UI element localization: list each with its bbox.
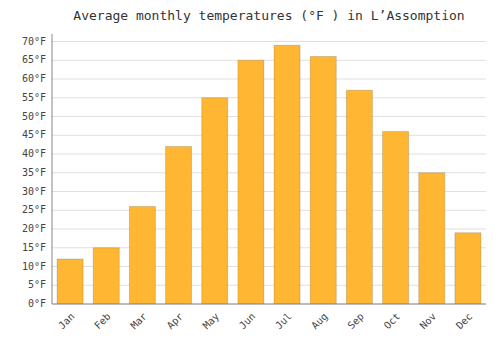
y-tick-label: 40°F <box>22 148 46 159</box>
grid <box>52 42 486 305</box>
x-tick-label: Jun <box>237 311 258 332</box>
grid-line <box>52 116 486 117</box>
grid-line <box>52 41 486 42</box>
bar <box>93 248 119 304</box>
grid-line <box>52 154 486 155</box>
bar <box>383 132 409 305</box>
x-axis-line <box>52 304 486 305</box>
x-tick-labels: Jan Feb Mar Apr May Jun Jul Aug Sep Oct Nov Dec <box>56 311 474 332</box>
y-tick-label: 20°F <box>22 223 46 234</box>
bar <box>166 147 192 305</box>
x-tick-label: Oct <box>382 311 403 332</box>
grid-line <box>52 79 486 80</box>
y-tick-label: 50°F <box>22 111 46 122</box>
y-tick-label: 15°F <box>22 242 46 253</box>
bars <box>57 45 481 304</box>
bar <box>346 90 372 304</box>
x-tick-label: Jan <box>56 311 77 332</box>
y-tick-label: 55°F <box>22 92 46 103</box>
y-tick-labels: 0°F 5°F 10°F 15°F 20°F 25°F 30°F 35°F 40°F 45°F 50… <box>22 36 46 310</box>
y-axis-line <box>52 34 53 304</box>
y-tick-label: 60°F <box>22 73 46 84</box>
grid-line <box>52 135 486 136</box>
y-tick-label: 10°F <box>22 261 46 272</box>
x-tick-label: Feb <box>92 311 113 332</box>
bar <box>238 60 264 304</box>
x-tick-label: May <box>201 311 222 332</box>
x-tick-label: Sep <box>345 311 366 332</box>
bar <box>310 57 336 305</box>
y-tick-label: 25°F <box>22 204 46 215</box>
y-tick-label: 35°F <box>22 167 46 178</box>
x-tick-label: Mar <box>128 311 149 332</box>
bar <box>455 233 481 304</box>
bar <box>57 259 83 304</box>
x-tick-label: Apr <box>165 311 186 332</box>
grid-line <box>52 97 486 98</box>
x-tick-label: Nov <box>418 311 439 332</box>
bar <box>129 207 155 305</box>
bar <box>274 45 300 304</box>
grid-line <box>52 304 486 305</box>
title: Average monthly temperatures (°F ) in L’… <box>73 8 464 23</box>
chart: Average monthly temperatures (°F ) in L’… <box>0 0 500 350</box>
y-tick-label: 45°F <box>22 129 46 140</box>
x-tick-label: Jul <box>273 311 294 332</box>
y-tick-label: 30°F <box>22 186 46 197</box>
y-tick-label: 70°F <box>22 36 46 47</box>
x-tick-label: Aug <box>309 311 330 332</box>
x-tick-label: Dec <box>454 311 475 332</box>
y-tick-label: 0°F <box>28 298 46 309</box>
bar <box>202 98 228 304</box>
grid-line <box>52 60 486 61</box>
bar <box>419 173 445 304</box>
y-tick-label: 65°F <box>22 54 46 65</box>
y-tick-label: 5°F <box>28 279 46 290</box>
